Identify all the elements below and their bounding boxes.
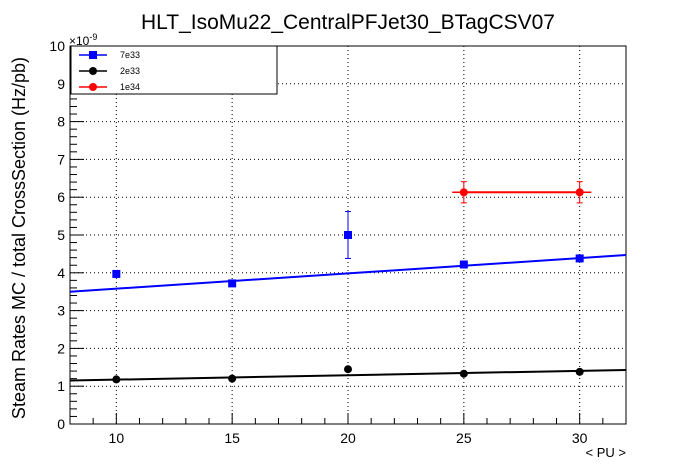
legend-label-7e33: 7e33 (120, 50, 140, 60)
fit-line-2e33 (69, 368, 627, 382)
y-tick-label: 1 (57, 378, 65, 394)
x-tick-label: 25 (456, 430, 472, 446)
series-2e33 (69, 365, 627, 384)
data-point-7e33 (112, 269, 121, 278)
y-exponent-base: ×10 (69, 34, 90, 48)
chart-title: HLT_IsoMu22_CentralPFJet30_BTagCSV07 (141, 11, 555, 34)
legend-entry-1e34: 1e34 (79, 82, 140, 92)
series-7e33 (69, 211, 627, 293)
x-tick-label: 10 (109, 430, 125, 446)
data-point-2e33 (112, 375, 121, 384)
legend-marker-1e34 (89, 83, 97, 91)
x-tick-label: 15 (224, 430, 240, 446)
data-point-2e33 (344, 365, 352, 374)
data-point-7e33 (344, 231, 352, 239)
legend: 7e33 2e33 1e34 (70, 45, 278, 95)
y-tick-label: 4 (57, 265, 65, 281)
x-axis-label: < PU > (586, 445, 626, 460)
legend-entry-7e33: 7e33 (79, 50, 140, 60)
x-tick-label: 30 (572, 430, 588, 446)
y-exponent: ×10-9 (69, 32, 97, 48)
y-tick-label: 0 (57, 416, 65, 432)
data-point-1e34 (575, 188, 584, 197)
data-point-7e33 (459, 260, 468, 269)
legend-marker-7e33 (89, 51, 97, 59)
data-point-2e33 (228, 374, 237, 383)
y-tick-label: 9 (57, 76, 65, 92)
legend-entry-2e33: 2e33 (79, 66, 140, 76)
y-tick-label: 8 (57, 114, 65, 130)
legend-label-2e33: 2e33 (120, 66, 140, 76)
plot-area: 10 15 20 25 30 0 1 2 3 4 5 6 7 8 9 10 (49, 38, 627, 446)
data-point-7e33 (228, 279, 237, 288)
data-point-7e33 (575, 254, 584, 263)
series-1e34 (452, 181, 592, 204)
legend-label-1e34: 1e34 (120, 82, 140, 92)
y-exponent-power: -9 (89, 32, 97, 42)
y-tick-label: 2 (57, 340, 65, 356)
data-point-2e33 (575, 367, 584, 376)
data-point-2e33 (459, 369, 468, 378)
legend-box (70, 45, 278, 95)
data-point-1e34 (459, 188, 468, 197)
y-tick-label: 10 (49, 38, 65, 54)
y-tick-label: 3 (57, 303, 65, 319)
fit-line-7e33 (69, 254, 627, 293)
y-tick-label: 5 (57, 227, 65, 243)
y-axis-label: Steam Rates MC / total CrossSection (Hz/… (9, 57, 29, 419)
y-tick-label: 6 (57, 189, 65, 205)
legend-marker-2e33 (89, 67, 97, 75)
x-tick-label: 20 (340, 430, 356, 446)
y-tick-label: 7 (57, 151, 65, 167)
